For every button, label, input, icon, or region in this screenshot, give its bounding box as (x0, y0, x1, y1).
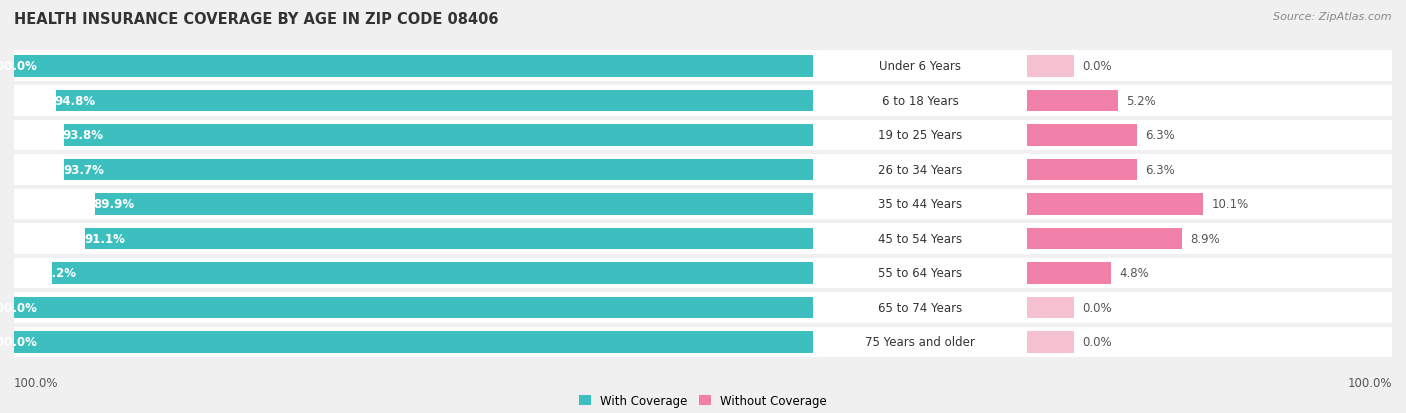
Text: 6 to 18 Years: 6 to 18 Years (882, 95, 959, 108)
Text: 95.2%: 95.2% (35, 267, 76, 280)
Bar (14, 327, 813, 358)
Bar (14, 56, 813, 78)
Bar (1028, 263, 1111, 284)
Bar (813, 258, 1392, 289)
Text: 91.1%: 91.1% (84, 233, 125, 245)
Bar (65, 159, 813, 181)
Bar (1028, 56, 1074, 78)
Text: 4.8%: 4.8% (1119, 267, 1149, 280)
Text: 0.0%: 0.0% (1083, 301, 1112, 314)
Text: 100.0%: 100.0% (0, 301, 38, 314)
Bar (813, 327, 1392, 358)
Bar (14, 223, 813, 254)
Bar (813, 223, 1392, 254)
Text: 55 to 64 Years: 55 to 64 Years (879, 267, 962, 280)
Bar (14, 258, 813, 289)
Text: 100.0%: 100.0% (14, 376, 59, 389)
Bar (813, 120, 1392, 151)
Bar (14, 120, 813, 151)
Text: 65 to 74 Years: 65 to 74 Years (879, 301, 963, 314)
Bar (14, 189, 813, 220)
Text: 10.1%: 10.1% (1212, 198, 1249, 211)
Text: Under 6 Years: Under 6 Years (879, 60, 962, 73)
Bar (1028, 125, 1136, 146)
Text: 8.9%: 8.9% (1191, 233, 1220, 245)
Text: 19 to 25 Years: 19 to 25 Years (879, 129, 963, 142)
Text: 0.0%: 0.0% (1083, 336, 1112, 349)
Bar (813, 86, 1392, 117)
Bar (813, 189, 1392, 220)
Text: Source: ZipAtlas.com: Source: ZipAtlas.com (1274, 12, 1392, 22)
Bar (14, 86, 813, 117)
Bar (14, 51, 813, 82)
Text: 89.9%: 89.9% (94, 198, 135, 211)
Text: 100.0%: 100.0% (0, 60, 38, 73)
Text: 0.0%: 0.0% (1083, 60, 1112, 73)
Bar (813, 154, 1392, 185)
Text: 93.8%: 93.8% (63, 129, 104, 142)
Bar (1028, 90, 1118, 112)
Bar (1028, 297, 1074, 318)
Text: 94.8%: 94.8% (55, 95, 96, 108)
Bar (52, 263, 813, 284)
Bar (1028, 331, 1074, 353)
Text: 45 to 54 Years: 45 to 54 Years (879, 233, 962, 245)
Text: 5.2%: 5.2% (1126, 95, 1156, 108)
Bar (14, 292, 813, 323)
Text: 100.0%: 100.0% (0, 336, 38, 349)
Legend: With Coverage, Without Coverage: With Coverage, Without Coverage (579, 394, 827, 407)
Text: 6.3%: 6.3% (1146, 164, 1175, 176)
Bar (1028, 228, 1182, 249)
Bar (14, 331, 813, 353)
Bar (56, 90, 813, 112)
Bar (1028, 194, 1202, 215)
Bar (14, 297, 813, 318)
Text: HEALTH INSURANCE COVERAGE BY AGE IN ZIP CODE 08406: HEALTH INSURANCE COVERAGE BY AGE IN ZIP … (14, 12, 499, 27)
Text: 100.0%: 100.0% (1347, 376, 1392, 389)
Bar (813, 292, 1392, 323)
Text: 6.3%: 6.3% (1146, 129, 1175, 142)
Bar (86, 228, 813, 249)
Text: 26 to 34 Years: 26 to 34 Years (879, 164, 963, 176)
Bar (94, 194, 813, 215)
Text: 35 to 44 Years: 35 to 44 Years (879, 198, 962, 211)
Text: 93.7%: 93.7% (63, 164, 104, 176)
Bar (63, 125, 813, 146)
Bar (813, 51, 1392, 82)
Bar (14, 154, 813, 185)
Text: 75 Years and older: 75 Years and older (865, 336, 976, 349)
Bar (1028, 159, 1136, 181)
